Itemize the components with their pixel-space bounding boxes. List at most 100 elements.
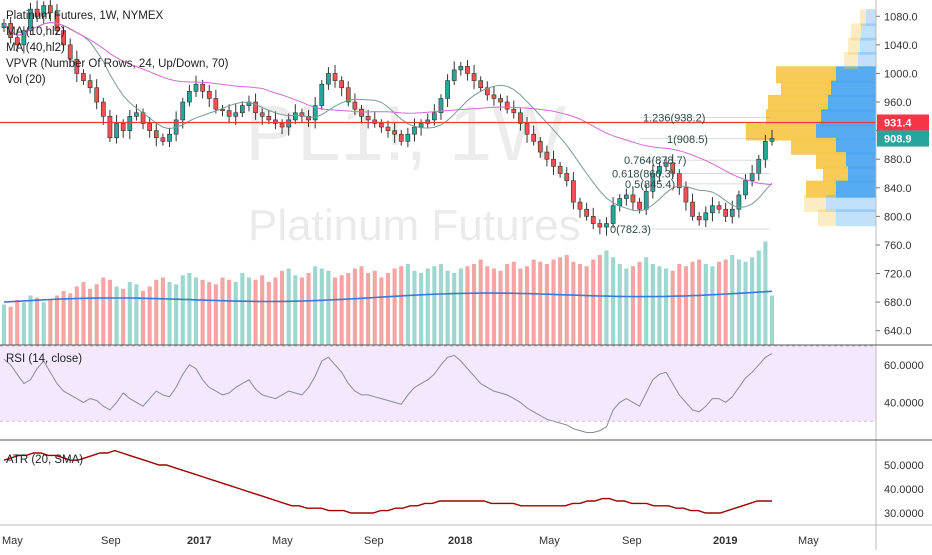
candle-body — [630, 194, 636, 203]
candle-body — [332, 73, 338, 81]
candle-body — [723, 208, 729, 217]
volume-bar — [491, 268, 496, 345]
vpvr-down-bar — [848, 37, 860, 55]
candle-body — [147, 123, 153, 131]
volume-bar — [332, 277, 338, 345]
vpvr-up-bar — [836, 137, 876, 155]
candle-body — [557, 166, 563, 174]
volume-bar — [604, 250, 609, 345]
volume-bar — [630, 266, 636, 345]
candle-body — [345, 87, 351, 103]
volume-bar — [147, 286, 152, 345]
candle-body — [47, 5, 53, 14]
candle-body — [584, 208, 589, 217]
volume-bar — [266, 282, 271, 345]
candle-body — [352, 101, 358, 110]
vpvr-down-bar — [776, 66, 836, 84]
atr-panel-label[interactable]: ATR (20, SMA) — [6, 454, 84, 466]
candle-body — [206, 91, 212, 99]
volume-bar — [233, 282, 238, 345]
candle-body — [763, 141, 768, 160]
volume-bar — [107, 279, 112, 345]
volume-bar — [458, 268, 463, 345]
candle-body — [226, 110, 232, 117]
volume-bar — [246, 277, 252, 345]
legend-vpvr[interactable]: VPVR (Number Of Rows, 24, Up/Down, 70) — [6, 58, 229, 70]
volume-bar — [472, 264, 477, 345]
volume-bar — [1, 304, 7, 345]
ma-slow-line — [3, 21, 773, 186]
volume-bar — [260, 275, 265, 345]
price-tick-label: 760.0 — [884, 240, 912, 252]
volume-bar — [299, 277, 304, 345]
candle-body — [385, 126, 391, 131]
volume-bar — [326, 270, 331, 345]
candle-body — [259, 112, 265, 117]
candle-body — [756, 158, 762, 174]
legend-ma-fast[interactable]: MA (10,hl2) — [6, 26, 65, 38]
volume-bar — [452, 273, 457, 345]
legend-ma-slow[interactable]: MA (40,hl2) — [6, 42, 65, 54]
candle-body — [107, 116, 113, 139]
candle-body — [412, 126, 417, 135]
candle-body — [67, 44, 73, 60]
volume-bar — [716, 261, 722, 345]
volume-bar — [763, 241, 768, 345]
candle-body — [710, 205, 715, 214]
vpvr-down-bar — [768, 94, 828, 112]
candle-body — [637, 201, 642, 210]
candle-body — [200, 83, 205, 92]
candle-body — [537, 141, 543, 153]
volume-bar — [8, 306, 13, 345]
rsi-panel-label[interactable]: RSI (14, close) — [6, 353, 83, 365]
candle-body — [696, 216, 702, 221]
volume-bar — [412, 270, 417, 345]
candle-body — [372, 119, 378, 124]
volume-bar — [28, 295, 33, 345]
vpvr-down-bar — [844, 52, 858, 70]
vpvr-up-bar — [860, 37, 876, 55]
candle-body — [504, 101, 510, 110]
candle-body — [127, 116, 133, 131]
volume-bar — [743, 261, 748, 345]
candle-body — [193, 83, 199, 92]
fib-level-label: 0.618(860.3) — [612, 168, 674, 180]
volume-bar — [366, 273, 371, 345]
time-axis-label: May — [539, 535, 560, 547]
fib-level-label: 0(782.3) — [610, 224, 651, 236]
vpvr-down-bar — [791, 137, 836, 155]
candle-body — [451, 69, 457, 81]
price-tick-label: 800.0 — [884, 211, 912, 223]
candle-body — [365, 116, 371, 121]
volume-bar — [121, 288, 126, 345]
symbol-header[interactable]: Platinum Futures, 1W, NYMEX — [6, 10, 164, 22]
price-tick-label: 960.0 — [884, 97, 912, 109]
volume-bar — [650, 264, 655, 345]
candle-body — [590, 216, 596, 224]
candle-body — [425, 119, 431, 124]
legend-volume[interactable]: Vol (20) — [6, 74, 46, 86]
candle-body — [623, 194, 629, 199]
volume-bar — [339, 275, 344, 345]
candle-body — [220, 108, 225, 111]
candle-body — [239, 105, 245, 114]
volume-bar — [690, 261, 695, 345]
volume-bar — [127, 282, 132, 345]
candle-body — [379, 123, 384, 128]
volume-bar — [15, 300, 20, 345]
volume-bar — [35, 297, 40, 345]
volume-bar — [114, 286, 119, 345]
vpvr-up-bar — [816, 123, 876, 141]
volume-bar — [723, 259, 728, 345]
vpvr-up-bar — [858, 52, 876, 70]
vpvr-down-bar — [818, 209, 836, 227]
volume-bar — [200, 279, 205, 345]
candle-body — [471, 73, 477, 81]
volume-bar — [286, 268, 291, 345]
candle-body — [233, 112, 239, 117]
rsi-line — [3, 353, 773, 433]
candle-body — [551, 158, 556, 167]
candle-body — [392, 130, 397, 135]
atr-tick-label: 30.0000 — [884, 508, 924, 520]
volume-bar — [769, 295, 775, 345]
